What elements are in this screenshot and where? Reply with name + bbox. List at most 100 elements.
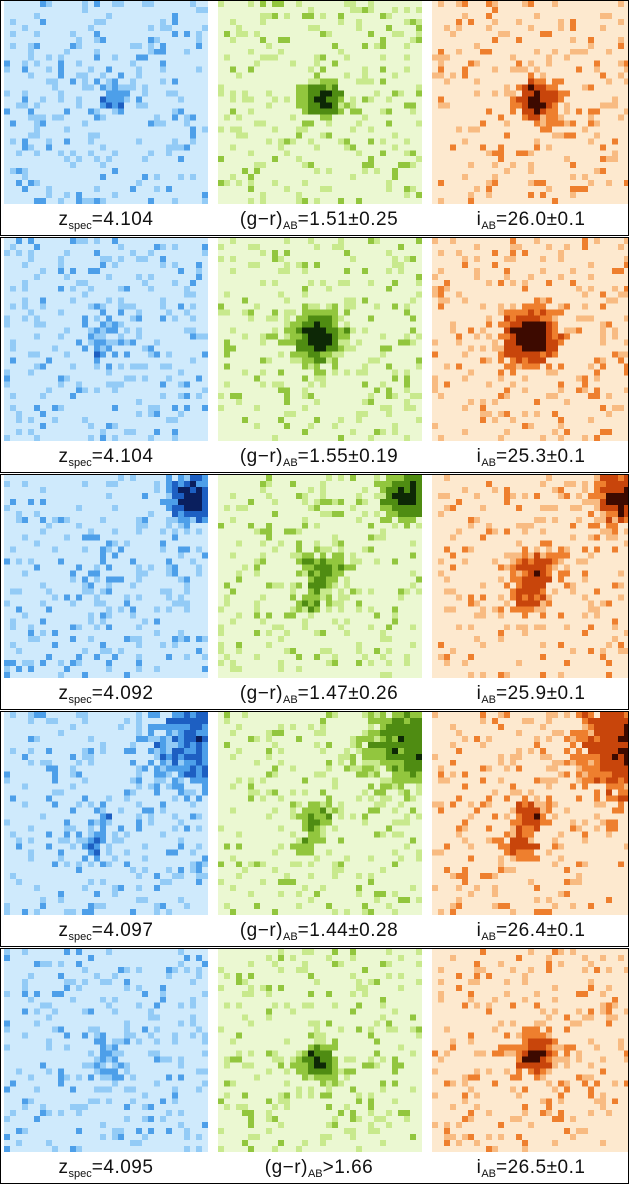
image-stamp <box>432 475 628 678</box>
pixels <box>172 475 208 523</box>
pixels <box>522 1050 546 1063</box>
label-value: =4.104 <box>91 209 154 230</box>
panel-label: (g−r)AB=1.51±0.25 <box>214 205 424 235</box>
pixels <box>4 1 208 204</box>
pixels <box>392 480 416 505</box>
panel-label: zspec=4.104 <box>1 205 211 235</box>
pixels <box>302 712 422 844</box>
pixels <box>438 712 628 915</box>
label-value: =1.47±0.26 <box>297 683 399 704</box>
label-symbol: i <box>476 446 482 467</box>
pixels <box>438 1 628 204</box>
label-value: =4.097 <box>91 920 154 941</box>
panel-label: (g−r)AB>1.66 <box>214 1153 424 1183</box>
pixels <box>516 475 628 607</box>
image-stamp <box>218 1 422 204</box>
label-subscript: AB <box>481 931 496 943</box>
label-symbol: (g−r) <box>264 1157 308 1178</box>
image-stamp <box>218 238 422 441</box>
image-stamp <box>4 238 208 441</box>
label-value: =26.4±0.1 <box>496 920 586 941</box>
panel-label: (g−r)AB=1.55±0.19 <box>214 442 424 472</box>
label-symbol: (g−r) <box>239 920 283 941</box>
pixels <box>534 486 628 577</box>
label-symbol: i <box>476 920 482 941</box>
panel-label: iAB=26.0±0.1 <box>426 205 628 235</box>
pixels <box>432 712 628 915</box>
pixels <box>432 238 628 441</box>
label-symbol: (g−r) <box>239 683 283 704</box>
pixels <box>314 90 332 109</box>
image-stamp <box>4 475 208 678</box>
label-value: =1.44±0.28 <box>297 920 399 941</box>
label-subscript: AB <box>481 694 496 706</box>
image-stamp <box>4 712 208 915</box>
row: zspec=4.104 (g−r)AB=1.51±0.25 iAB=26.0±0.1 <box>0 0 629 236</box>
pixels <box>218 712 422 915</box>
label-symbol: z <box>58 920 69 941</box>
pixels <box>4 238 208 441</box>
label-value: =4.104 <box>91 446 154 467</box>
label-symbol: z <box>58 209 69 230</box>
label-subscript: spec <box>68 931 92 943</box>
pixels <box>432 1 628 204</box>
pixels <box>510 321 546 352</box>
pixels <box>218 1 422 204</box>
panel-label: zspec=4.097 <box>1 916 211 946</box>
pixels <box>302 1044 332 1075</box>
pixels <box>4 238 208 441</box>
pixels <box>94 351 100 358</box>
image-stamp <box>218 712 422 915</box>
panel-label: zspec=4.104 <box>1 442 211 472</box>
label-value: =26.5±0.1 <box>496 1157 586 1178</box>
pixels <box>178 480 202 511</box>
panel-label: zspec=4.092 <box>1 679 211 709</box>
label-subscript: AB <box>481 457 496 469</box>
label-subscript: AB <box>282 694 298 706</box>
label-subscript: AB <box>481 1168 496 1180</box>
label-subscript: spec <box>68 694 92 706</box>
label-subscript: AB <box>481 220 496 232</box>
pixels <box>218 238 422 441</box>
row: zspec=4.104 (g−r)AB=1.55±0.19 iAB=25.3±0.1 <box>0 237 629 473</box>
label-subscript: spec <box>68 457 92 469</box>
image-stamp <box>218 949 422 1152</box>
row: zspec=4.097 (g−r)AB=1.44±0.28 iAB=26.4±0.1 <box>0 711 629 947</box>
pixels <box>4 949 208 1152</box>
label-value: >1.66 <box>322 1157 374 1178</box>
label-value: =26.0±0.1 <box>496 209 586 230</box>
panel-label: iAB=26.4±0.1 <box>426 916 628 946</box>
pixels <box>302 321 332 352</box>
pixels <box>308 1050 326 1069</box>
label-symbol: (g−r) <box>239 446 283 467</box>
image-stamp <box>432 949 628 1152</box>
panel-label: (g−r)AB=1.44±0.28 <box>214 916 424 946</box>
pixels <box>432 949 628 1152</box>
pixels <box>504 309 564 364</box>
pixels <box>528 84 546 115</box>
pixels <box>4 475 208 678</box>
image-stamp <box>432 1 628 204</box>
label-subscript: AB <box>282 457 298 469</box>
label-subscript: AB <box>282 220 298 232</box>
label-symbol: z <box>58 1157 69 1178</box>
label-value: =4.092 <box>91 683 154 704</box>
image-stamp <box>218 475 422 678</box>
pixels <box>302 475 422 613</box>
label-value: =1.51±0.25 <box>297 209 399 230</box>
image-stamp <box>4 949 208 1152</box>
label-value: =1.55±0.19 <box>297 446 399 467</box>
pixels <box>516 78 558 121</box>
label-symbol: i <box>476 209 482 230</box>
pixels <box>392 735 422 760</box>
panel-label: iAB=26.5±0.1 <box>426 1153 628 1183</box>
pixels <box>218 475 422 678</box>
panel-label: (g−r)AB=1.47±0.26 <box>214 679 424 709</box>
label-subscript: AB <box>282 931 298 943</box>
panel-label: iAB=25.9±0.1 <box>426 679 628 709</box>
label-symbol: (g−r) <box>239 209 283 230</box>
row: zspec=4.092 (g−r)AB=1.47±0.26 iAB=25.9±0.1 <box>0 474 629 710</box>
image-stamp <box>432 238 628 441</box>
panel-label: zspec=4.095 <box>1 1153 211 1183</box>
